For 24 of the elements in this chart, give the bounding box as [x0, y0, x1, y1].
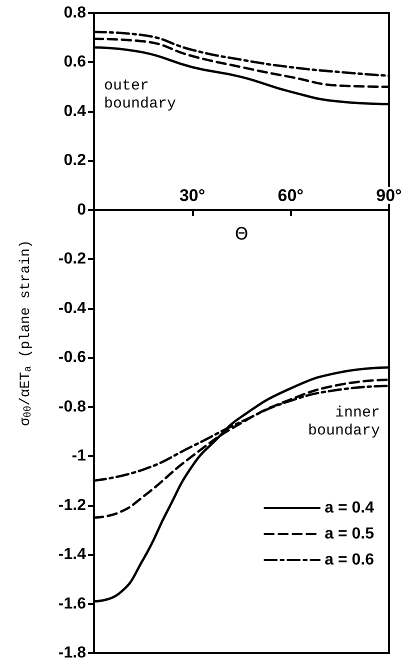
y-tick-label: -1.2	[58, 496, 86, 514]
legend-label: a = 0.6	[324, 552, 374, 568]
y-tick-label: -0.4	[58, 300, 86, 317]
y-tick-label: -1	[72, 448, 86, 465]
y-tick-label: -0.6	[58, 349, 86, 366]
y-tick-label: 0.4	[64, 102, 86, 120]
y-tick-label: -0.8	[58, 398, 86, 416]
y-tick-label: -1.6	[58, 595, 86, 612]
x-tick-label: 30°	[179, 186, 206, 205]
y-tick-label: 0.8	[64, 4, 86, 22]
x-tick-label: 90°	[376, 186, 402, 205]
y-tick-label: -1.8	[58, 644, 86, 662]
x-tick-label: 60°	[278, 186, 304, 205]
y-tick-label: 0.2	[64, 152, 86, 170]
y-tick-label: -1.4	[58, 546, 86, 564]
y-axis-title: σθθ/αETa (plane strain)	[18, 240, 34, 426]
y-tick-label: -0.2	[58, 250, 86, 268]
x-axis-title: Θ	[234, 224, 248, 244]
legend-label: a = 0.4	[324, 500, 374, 516]
y-tick-label: 0.6	[64, 54, 86, 71]
y-tick-label: 0	[77, 201, 86, 218]
legend-label: a = 0.5	[324, 526, 374, 542]
annotation: inner boundary	[308, 404, 380, 440]
annotation: outer boundary	[104, 78, 176, 112]
